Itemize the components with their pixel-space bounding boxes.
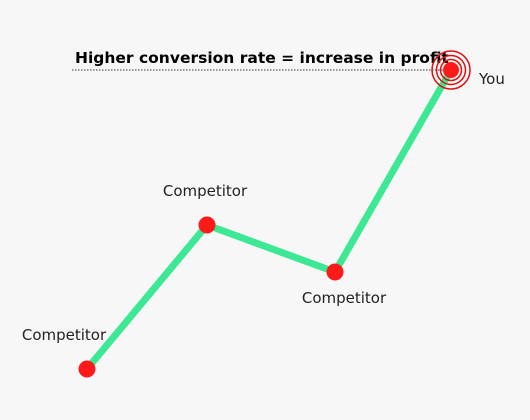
point [326, 263, 344, 281]
target-ring [435, 54, 467, 86]
target-ring [439, 58, 463, 82]
title: Higher conversion rate = increase in pro… [75, 49, 449, 67]
node-label: Competitor [302, 289, 387, 307]
trend-line [84, 68, 455, 372]
node-label: Competitor [163, 182, 248, 200]
point [198, 216, 216, 234]
point [443, 62, 459, 78]
target-ring [431, 50, 471, 90]
node-label: Competitor [22, 326, 107, 344]
point [78, 360, 96, 378]
node-label: You [478, 70, 505, 88]
